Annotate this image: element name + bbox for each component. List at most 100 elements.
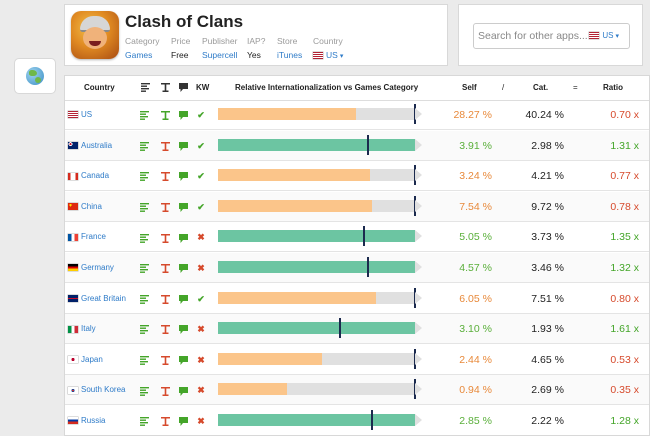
search-box[interactable]: US▾ bbox=[473, 23, 630, 49]
table-row: US ✔ 28.27 % 40.24 % 0.70 x bbox=[65, 100, 649, 130]
list-icon[interactable] bbox=[140, 284, 150, 314]
chevron-down-icon: ▾ bbox=[339, 53, 344, 60]
globe-button[interactable] bbox=[14, 58, 56, 94]
list-icon[interactable] bbox=[140, 222, 150, 252]
country-link[interactable]: France bbox=[68, 222, 106, 252]
country-name: Germany bbox=[81, 263, 114, 272]
check-icon[interactable]: ✔ bbox=[197, 171, 205, 182]
text-icon[interactable] bbox=[160, 406, 170, 435]
meta-value[interactable]: Games bbox=[125, 50, 153, 60]
relative-bar bbox=[218, 379, 416, 400]
list-icon[interactable] bbox=[140, 100, 150, 130]
header-eq: = bbox=[573, 83, 578, 92]
category-value: 4.65 % bbox=[531, 353, 564, 366]
bar-arrow bbox=[415, 383, 422, 396]
search-country-select[interactable]: US ▾ bbox=[589, 31, 619, 40]
ratio-value: 0.78 x bbox=[610, 200, 639, 213]
list-icon[interactable] bbox=[140, 161, 150, 191]
comment-icon[interactable] bbox=[178, 131, 188, 161]
meta-value[interactable]: US ▾ bbox=[313, 48, 343, 64]
text-icon[interactable] bbox=[160, 314, 170, 344]
comment-icon[interactable] bbox=[178, 161, 188, 191]
meta-label: IAP? bbox=[247, 36, 266, 46]
text-icon[interactable] bbox=[160, 253, 170, 283]
country-link[interactable]: US bbox=[68, 100, 92, 130]
check-icon[interactable]: ✔ bbox=[197, 293, 205, 304]
text-icon[interactable] bbox=[161, 83, 170, 94]
cross-icon[interactable]: ✖ bbox=[197, 324, 205, 335]
list-icon[interactable] bbox=[140, 314, 150, 344]
comment-icon[interactable] bbox=[178, 375, 188, 405]
relative-bar bbox=[218, 257, 415, 277]
cross-icon[interactable]: ✖ bbox=[197, 263, 205, 273]
app-icon[interactable] bbox=[71, 11, 119, 59]
header-kw[interactable]: KW bbox=[196, 83, 210, 92]
comment-icon[interactable] bbox=[178, 253, 188, 283]
self-value: 5.05 % bbox=[459, 231, 492, 244]
list-icon[interactable] bbox=[140, 131, 150, 161]
ratio-value: 0.70 x bbox=[610, 109, 639, 121]
comment-icon[interactable] bbox=[178, 192, 188, 222]
country-link[interactable]: Russia bbox=[68, 406, 105, 435]
country-link[interactable]: China bbox=[68, 192, 102, 222]
meta-value[interactable]: iTunes bbox=[277, 50, 303, 60]
text-icon[interactable] bbox=[160, 375, 170, 405]
text-icon[interactable] bbox=[160, 100, 170, 130]
comment-icon[interactable] bbox=[178, 284, 188, 314]
comment-icon[interactable] bbox=[179, 83, 188, 94]
meta-label: Publisher bbox=[202, 36, 238, 46]
ca-flag-icon bbox=[68, 172, 78, 180]
list-icon[interactable] bbox=[140, 406, 150, 435]
bar-arrow bbox=[415, 138, 422, 151]
meta-label: Category bbox=[125, 36, 160, 46]
text-icon[interactable] bbox=[160, 222, 170, 252]
meta-value[interactable]: Supercell bbox=[202, 50, 238, 60]
bar-arrow bbox=[415, 169, 422, 182]
cross-icon[interactable]: ✖ bbox=[197, 354, 205, 365]
list-icon[interactable] bbox=[140, 253, 150, 283]
bar-fill bbox=[218, 199, 372, 212]
bar-arrow bbox=[415, 322, 422, 335]
list-icon[interactable] bbox=[140, 375, 150, 405]
list-icon[interactable] bbox=[141, 83, 151, 94]
country-link[interactable]: Germany bbox=[68, 253, 114, 283]
country-link[interactable]: Japan bbox=[68, 345, 103, 375]
text-icon[interactable] bbox=[160, 284, 170, 314]
comment-icon[interactable] bbox=[178, 314, 188, 344]
cross-icon[interactable]: ✖ bbox=[197, 385, 205, 396]
table-row: South Korea ✖ 0.94 % 2.69 % 0.35 x bbox=[65, 375, 649, 406]
header-ratio[interactable]: Ratio bbox=[603, 83, 623, 92]
self-value: 2.44 % bbox=[459, 353, 492, 366]
text-icon[interactable] bbox=[160, 131, 170, 161]
comment-icon[interactable] bbox=[178, 345, 188, 375]
us-flag-icon bbox=[313, 52, 323, 60]
cross-icon[interactable]: ✖ bbox=[197, 232, 205, 243]
country-link[interactable]: Great Britain bbox=[68, 284, 126, 314]
meta-publisher: Publisher Supercell bbox=[202, 34, 237, 62]
check-icon[interactable]: ✔ bbox=[197, 140, 205, 151]
list-icon[interactable] bbox=[140, 345, 150, 375]
country-link[interactable]: Italy bbox=[68, 314, 96, 344]
country-link[interactable]: Canada bbox=[68, 161, 109, 191]
comment-icon[interactable] bbox=[178, 222, 188, 252]
cross-icon[interactable]: ✖ bbox=[197, 416, 205, 426]
check-icon[interactable]: ✔ bbox=[197, 110, 205, 120]
check-icon[interactable]: ✔ bbox=[197, 201, 205, 212]
header-country[interactable]: Country bbox=[84, 83, 115, 92]
comment-icon[interactable] bbox=[178, 406, 188, 435]
header-self[interactable]: Self bbox=[462, 83, 477, 92]
search-input[interactable] bbox=[478, 28, 588, 44]
country-link[interactable]: Australia bbox=[68, 131, 112, 161]
text-icon[interactable] bbox=[160, 192, 170, 222]
ratio-value: 1.35 x bbox=[610, 231, 639, 244]
self-value: 3.91 % bbox=[459, 139, 492, 152]
header-cat[interactable]: Cat. bbox=[533, 83, 549, 92]
text-icon[interactable] bbox=[160, 345, 170, 375]
header-bar[interactable]: Relative Internationalization vs Games C… bbox=[235, 83, 419, 92]
category-value: 2.98 % bbox=[531, 139, 564, 152]
country-link[interactable]: South Korea bbox=[68, 375, 125, 405]
comment-icon[interactable] bbox=[178, 100, 188, 130]
meta-label: Price bbox=[171, 36, 191, 46]
list-icon[interactable] bbox=[140, 192, 150, 222]
text-icon[interactable] bbox=[160, 161, 170, 191]
